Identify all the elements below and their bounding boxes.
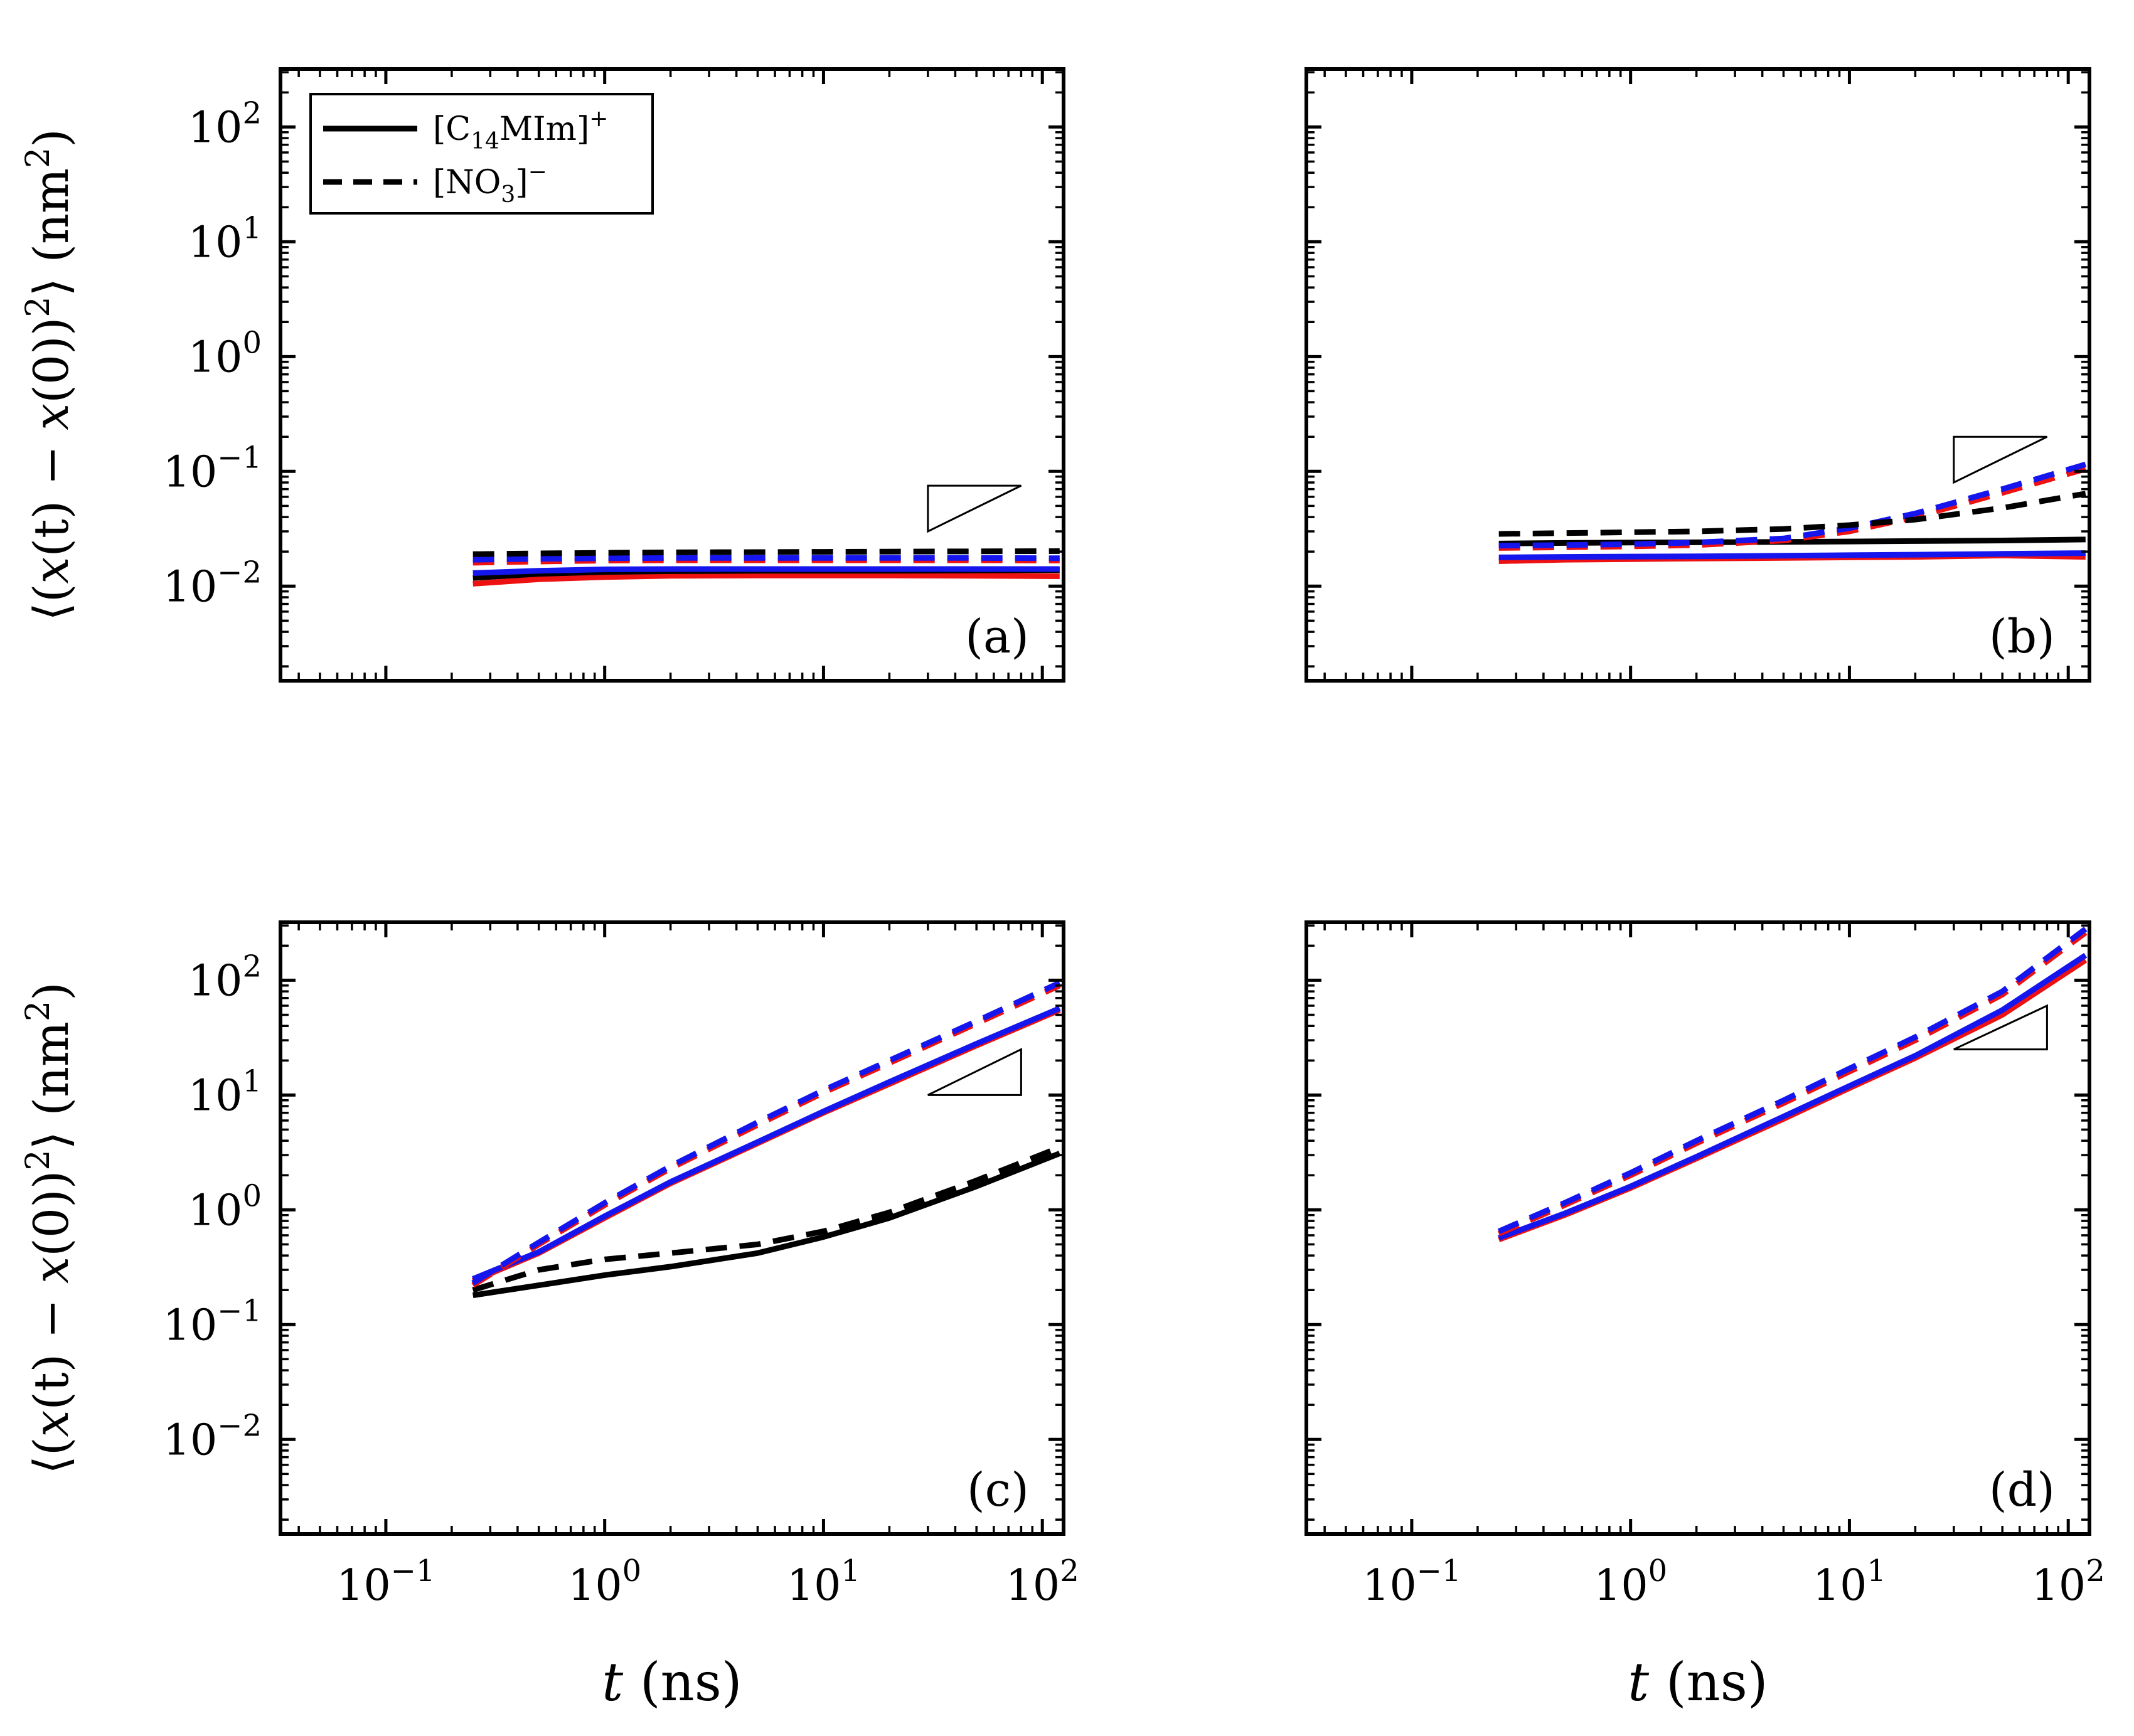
y-axis-label: ⟨(x(t) − x(0))2⟩ (nm2) — [19, 982, 79, 1474]
y-tick-label: 10−1 — [163, 440, 262, 497]
series-blue-dashed — [471, 980, 1061, 1286]
legend-box — [309, 93, 654, 215]
series-black-dashed — [472, 548, 1060, 557]
y-tick-label: 101 — [188, 210, 262, 267]
y-tick-label: 102 — [188, 95, 262, 152]
y-tick-label: 10−2 — [163, 1408, 262, 1465]
x-tick-label: 10−1 — [336, 1553, 435, 1611]
panel-label: (d) — [1989, 1463, 2055, 1517]
series-group — [1497, 927, 2088, 1243]
legend: [C14MIm]+ [NO3]− — [309, 93, 654, 215]
panel-b: (b) — [1304, 67, 2091, 683]
panel-c: (c) 10−2 10−1 100 101 102 ⟨(x(t) − x(0))2⟩ (nm… — [19, 920, 1079, 1713]
x-axis-label: t (ns) — [1628, 1651, 1768, 1713]
legend-entry-label: [NO3]− — [433, 159, 547, 208]
panel-d: (d) 10−1 100 101 102 t (ns) — [1304, 920, 2105, 1713]
x-tick-label: 102 — [1006, 1553, 1079, 1611]
y-tick-label: 10−1 — [163, 1293, 262, 1350]
series-group — [1498, 461, 2087, 564]
series-red-dashed — [1498, 466, 2087, 551]
y-axis-label: ⟨(x(t) − x(0))2⟩ (nm2) — [19, 129, 79, 621]
series-black-dashed — [472, 1144, 1061, 1293]
x-tick-label: 101 — [1813, 1553, 1886, 1611]
slope-triangle — [927, 484, 1022, 533]
x-tick-label: 100 — [1594, 1553, 1667, 1611]
axes-frame — [279, 920, 1065, 1536]
panel-label: (a) — [965, 610, 1029, 664]
y-tick-label: 100 — [188, 325, 262, 382]
series-blue-solid — [472, 566, 1060, 576]
tick-marks — [1306, 69, 2089, 681]
series-group — [472, 548, 1060, 587]
series-blue-dashed — [472, 555, 1060, 563]
slope-triangle — [1953, 1004, 2048, 1051]
y-tick-label: 101 — [188, 1063, 262, 1121]
series-black-dashed — [1498, 491, 2086, 537]
x-tick-label: 101 — [787, 1553, 860, 1611]
series-red-dashed — [1497, 930, 2088, 1237]
axes-frame — [1304, 920, 2091, 1536]
y-tick-label: 102 — [188, 949, 262, 1006]
y-tick-label: 10−2 — [163, 555, 262, 612]
series-black-solid — [472, 1151, 1061, 1299]
x-tick-label: 100 — [568, 1553, 641, 1611]
panel-label: (b) — [1989, 610, 2055, 664]
series-blue-dashed — [1497, 927, 2088, 1234]
tick-marks — [280, 69, 1064, 681]
series-blue-dashed — [1498, 461, 2087, 549]
series-group — [471, 980, 1061, 1299]
panel-a: (a) 10−2 10−1 100 101 102 ⟨(x(t) − x(0))2⟩ (nm… — [19, 67, 1065, 683]
legend-entry-label: [C14MIm]+ — [433, 106, 608, 154]
y-tick-label: 100 — [188, 1178, 262, 1235]
slope-triangle — [1953, 435, 2048, 484]
tick-marks — [280, 922, 1064, 1534]
series-red-solid — [472, 572, 1060, 587]
slope-triangle — [927, 1048, 1022, 1096]
x-tick-label: 10−1 — [1362, 1553, 1461, 1611]
series-blue-solid — [471, 1005, 1061, 1282]
x-tick-label: 102 — [2032, 1553, 2105, 1611]
series-blue-solid — [1498, 952, 2088, 1241]
panel-label: (c) — [967, 1463, 1029, 1517]
series-blue-solid — [1498, 550, 2086, 560]
tick-marks — [1306, 922, 2089, 1534]
x-axis-label: t (ns) — [602, 1651, 742, 1713]
axes-frame — [1304, 67, 2091, 683]
